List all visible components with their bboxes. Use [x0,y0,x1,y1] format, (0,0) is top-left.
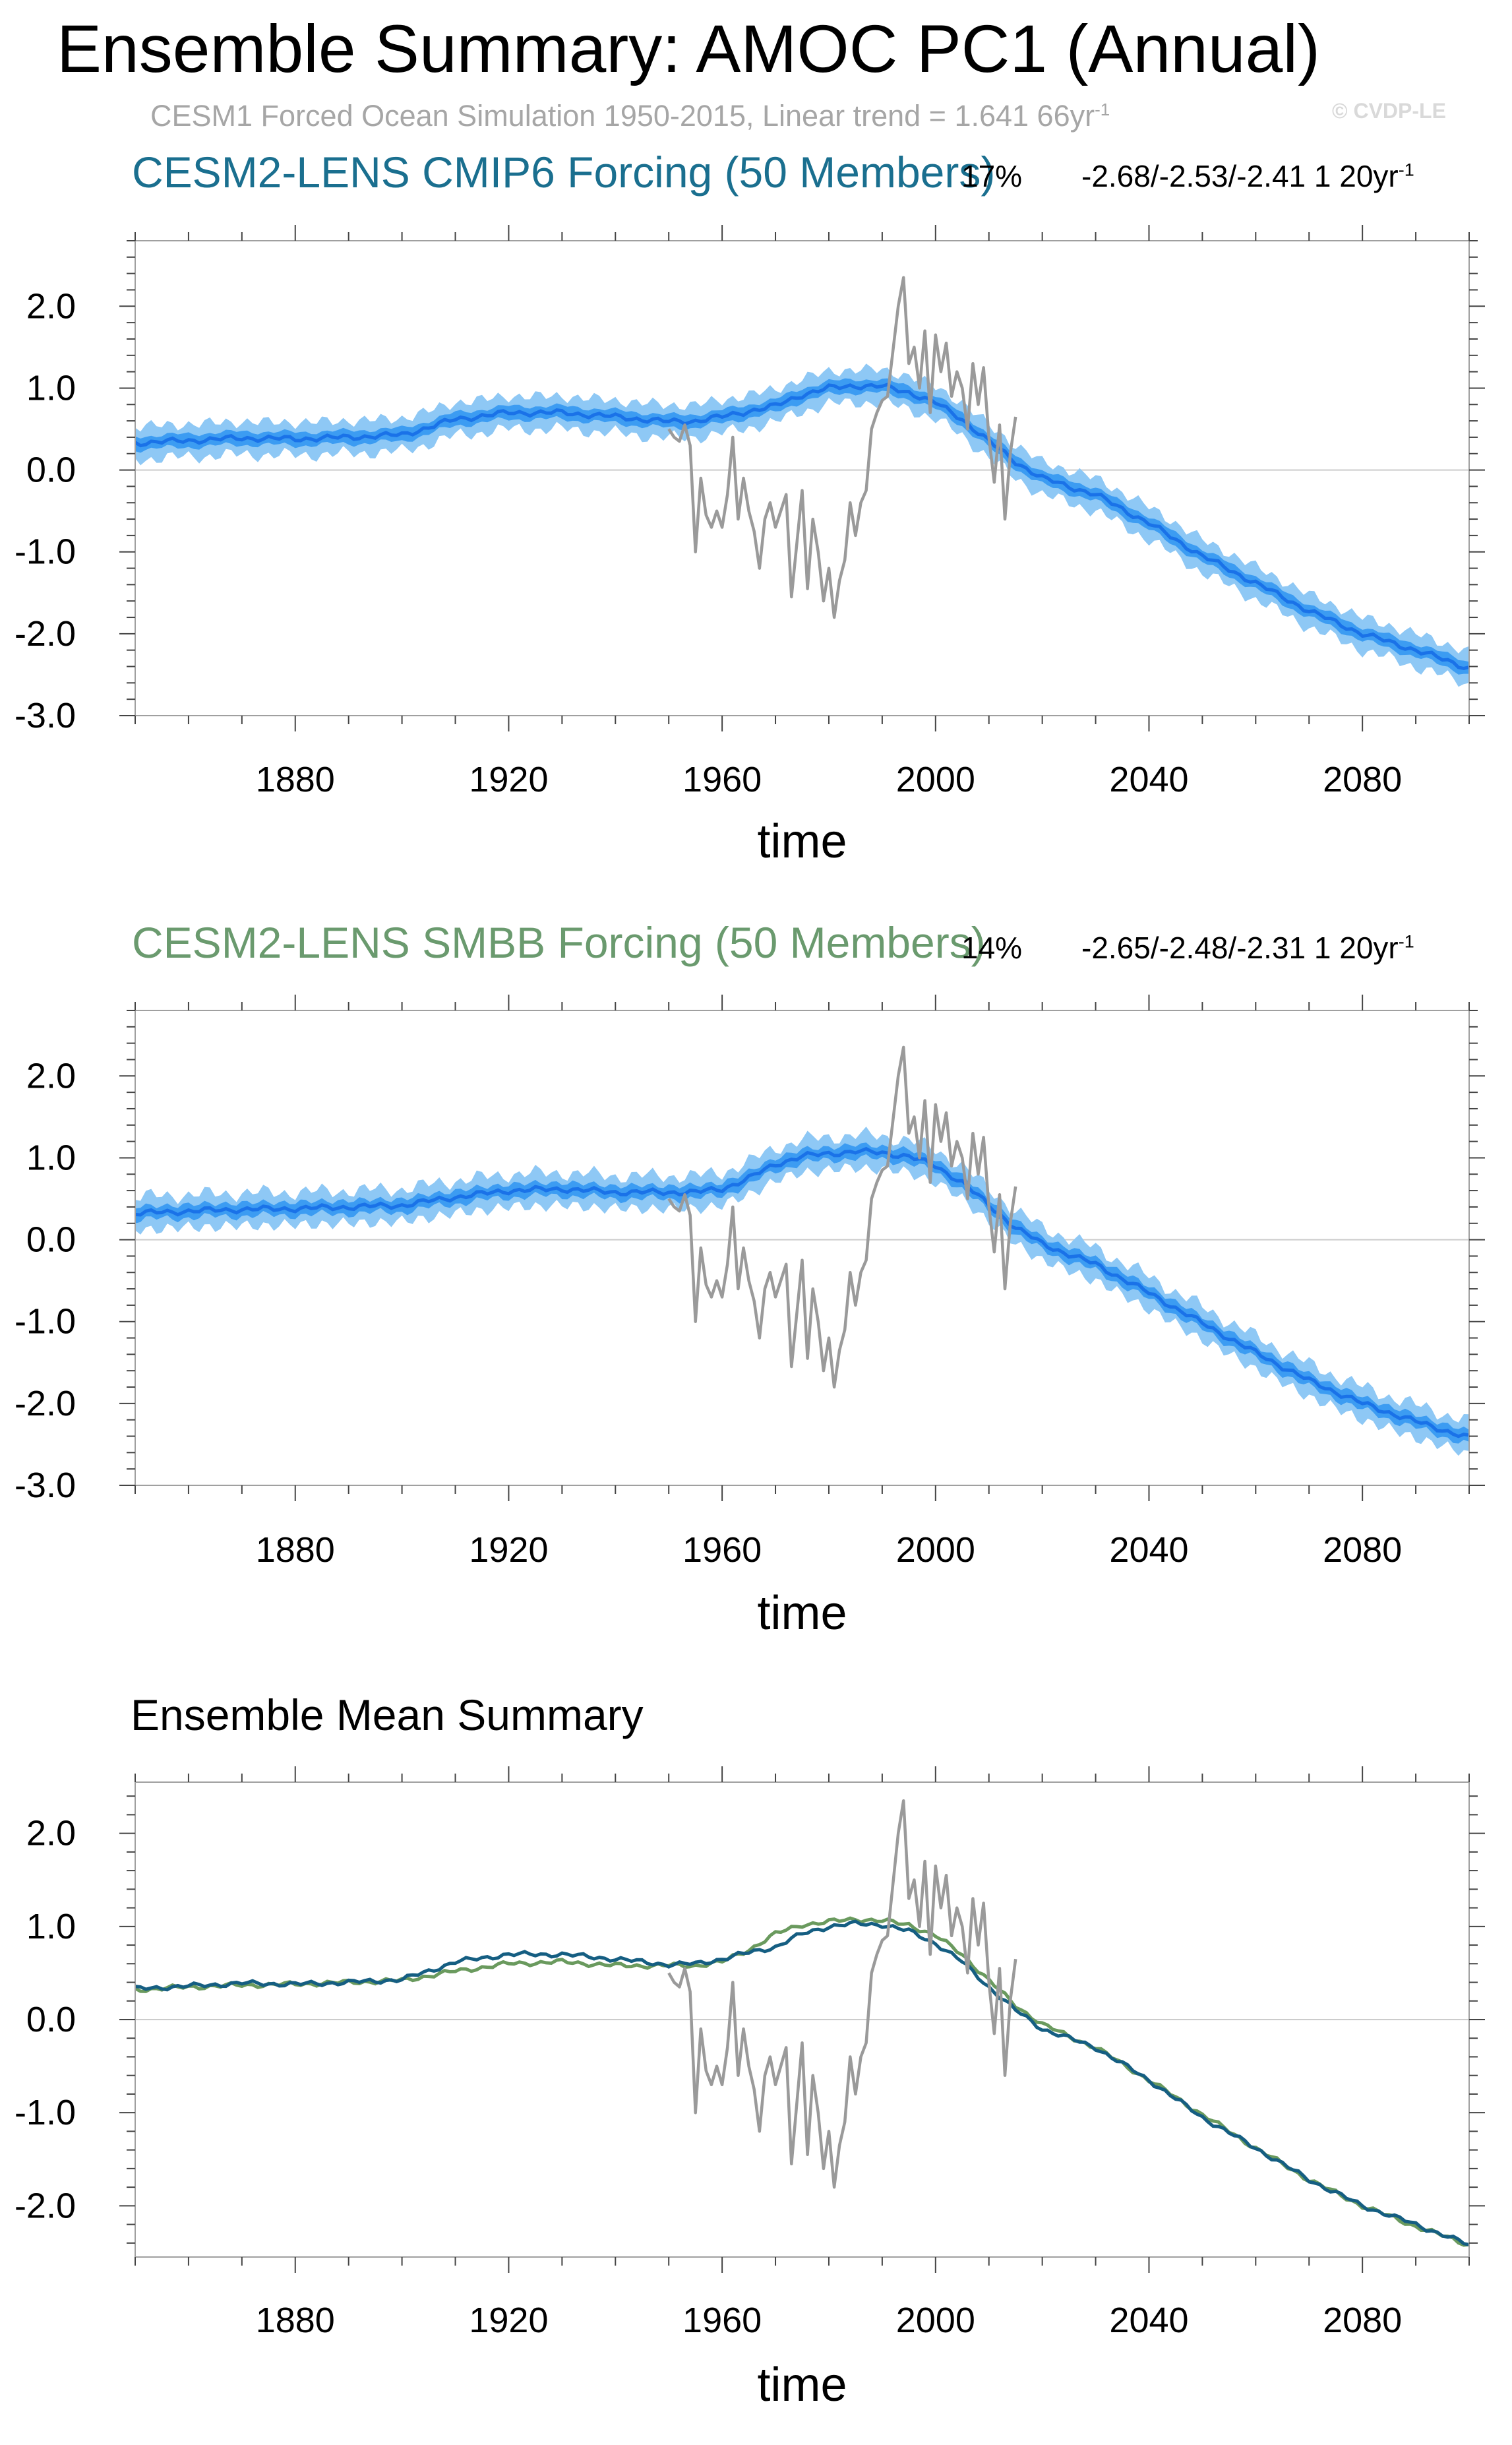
y-tick-label: 1.0 [26,1907,76,1946]
observation-line [667,1045,1017,1389]
panel-pct-cmip6: 17% [961,159,1023,193]
plot-area [135,276,1469,687]
observation-line [667,1799,1017,2189]
x-tick-label: 1880 [256,1530,335,1570]
y-tick-label: -3.0 [15,696,76,735]
x-tick-label: 2040 [1109,2301,1188,2340]
x-tick-label: 1880 [256,760,335,799]
x-tick-label: 1920 [469,2301,548,2340]
x-tick-label: 2040 [1109,760,1188,799]
x-tick-label: 1960 [682,1530,762,1570]
x-tick-label: 2080 [1323,1530,1402,1570]
panel-smbb: 1880 1920 1960 2000 2040 2080 2.0 1.0 0.0 -1.0 -2.… [15,995,1485,1640]
panel-title-smbb: CESM2-LENS SMBB Forcing (50 Members) [132,918,986,967]
x-tick-label: 1960 [682,2301,762,2340]
panel-trend-cmip6: -2.68/-2.53/-2.41 1 20yr-1 [1081,158,1414,194]
ensemble-iqr-band [135,1142,1469,1444]
x-tick-label: 2000 [896,2301,975,2340]
x-axis-label: time [757,2359,847,2411]
y-tick-label: 1.0 [26,368,76,408]
plot-frame [135,240,1470,716]
trend-sup-cmip6: -1 [1398,160,1414,180]
x-tick-label: 1920 [469,1530,548,1570]
y-tick-label: -2.0 [15,2186,76,2225]
ensemble-range-band [135,363,1469,687]
plot-area [135,1045,1469,1456]
y-tick-label: -1.0 [15,1302,76,1342]
x-tick-label: 2080 [1323,760,1402,799]
y-tick-label: 1.0 [26,1138,76,1177]
page-title: Ensemble Summary: AMOC PC1 (Annual) [57,11,1320,86]
x-tick-label: 1880 [256,2301,335,2340]
chart-subtitle: CESM1 Forced Ocean Simulation 1950-2015,… [150,99,1110,133]
x-axis-label: time [757,815,847,868]
subtitle-superscript: -1 [1095,100,1110,119]
ensemble-mean-line [135,1146,1469,1439]
trend-sup-smbb: -1 [1398,931,1414,952]
subtitle-text: CESM1 Forced Ocean Simulation 1950-2015,… [150,99,1095,133]
y-tick-label: -2.0 [15,1384,76,1423]
y-tick-label: 2.0 [26,1056,76,1096]
plot-frame [135,1010,1470,1486]
x-tick-label: 1960 [682,760,762,799]
y-tick-label: 2.0 [26,286,76,326]
panel-title-ensemble-mean: Ensemble Mean Summary [131,1690,644,1739]
panel-trend-smbb: -2.65/-2.48/-2.31 1 20yr-1 [1081,930,1414,966]
y-tick-label: -1.0 [15,532,76,572]
ensemble-iqr-band [135,378,1469,675]
y-tick-label: 0.0 [26,2000,76,2039]
y-tick-label: 2.0 [26,1814,76,1853]
watermark: © CVDP-LE [1332,99,1446,123]
cmip6-mean-line [135,1919,1469,2246]
trend-text-cmip6: -2.68/-2.53/-2.41 1 20yr [1081,159,1399,193]
y-tick-label: -2.0 [15,614,76,654]
x-tick-label: 2000 [896,1530,975,1570]
plot-area [135,1799,1469,2247]
x-axis-label: time [757,1587,847,1640]
y-tick-label: -1.0 [15,2093,76,2132]
observation-line [667,276,1017,619]
y-tick-label: -3.0 [15,1466,76,1505]
panel-title-cmip6: CESM2-LENS CMIP6 Forcing (50 Members) [132,148,996,197]
y-tick-label: 0.0 [26,1220,76,1260]
x-tick-label: 2040 [1109,1530,1188,1570]
panel-cmip6: 1880 1920 1960 2000 2040 2080 2.0 1.0 0.0 -1.0 -2.… [15,225,1485,868]
smbb-mean-line [135,1916,1469,2247]
trend-text-smbb: -2.65/-2.48/-2.31 1 20yr [1081,931,1399,965]
panel-pct-smbb: 14% [961,931,1023,965]
ensemble-range-band [135,1127,1469,1456]
x-tick-label: 2080 [1323,2301,1402,2340]
x-tick-label: 2000 [896,760,975,799]
y-tick-label: 0.0 [26,450,76,490]
panel-ensemble-mean: 1880 1920 1960 2000 2040 2080 2.0 1.0 0.0 -1.0 -2.… [15,1766,1485,2411]
ensemble-mean-line [135,383,1469,670]
x-tick-label: 1920 [469,760,548,799]
